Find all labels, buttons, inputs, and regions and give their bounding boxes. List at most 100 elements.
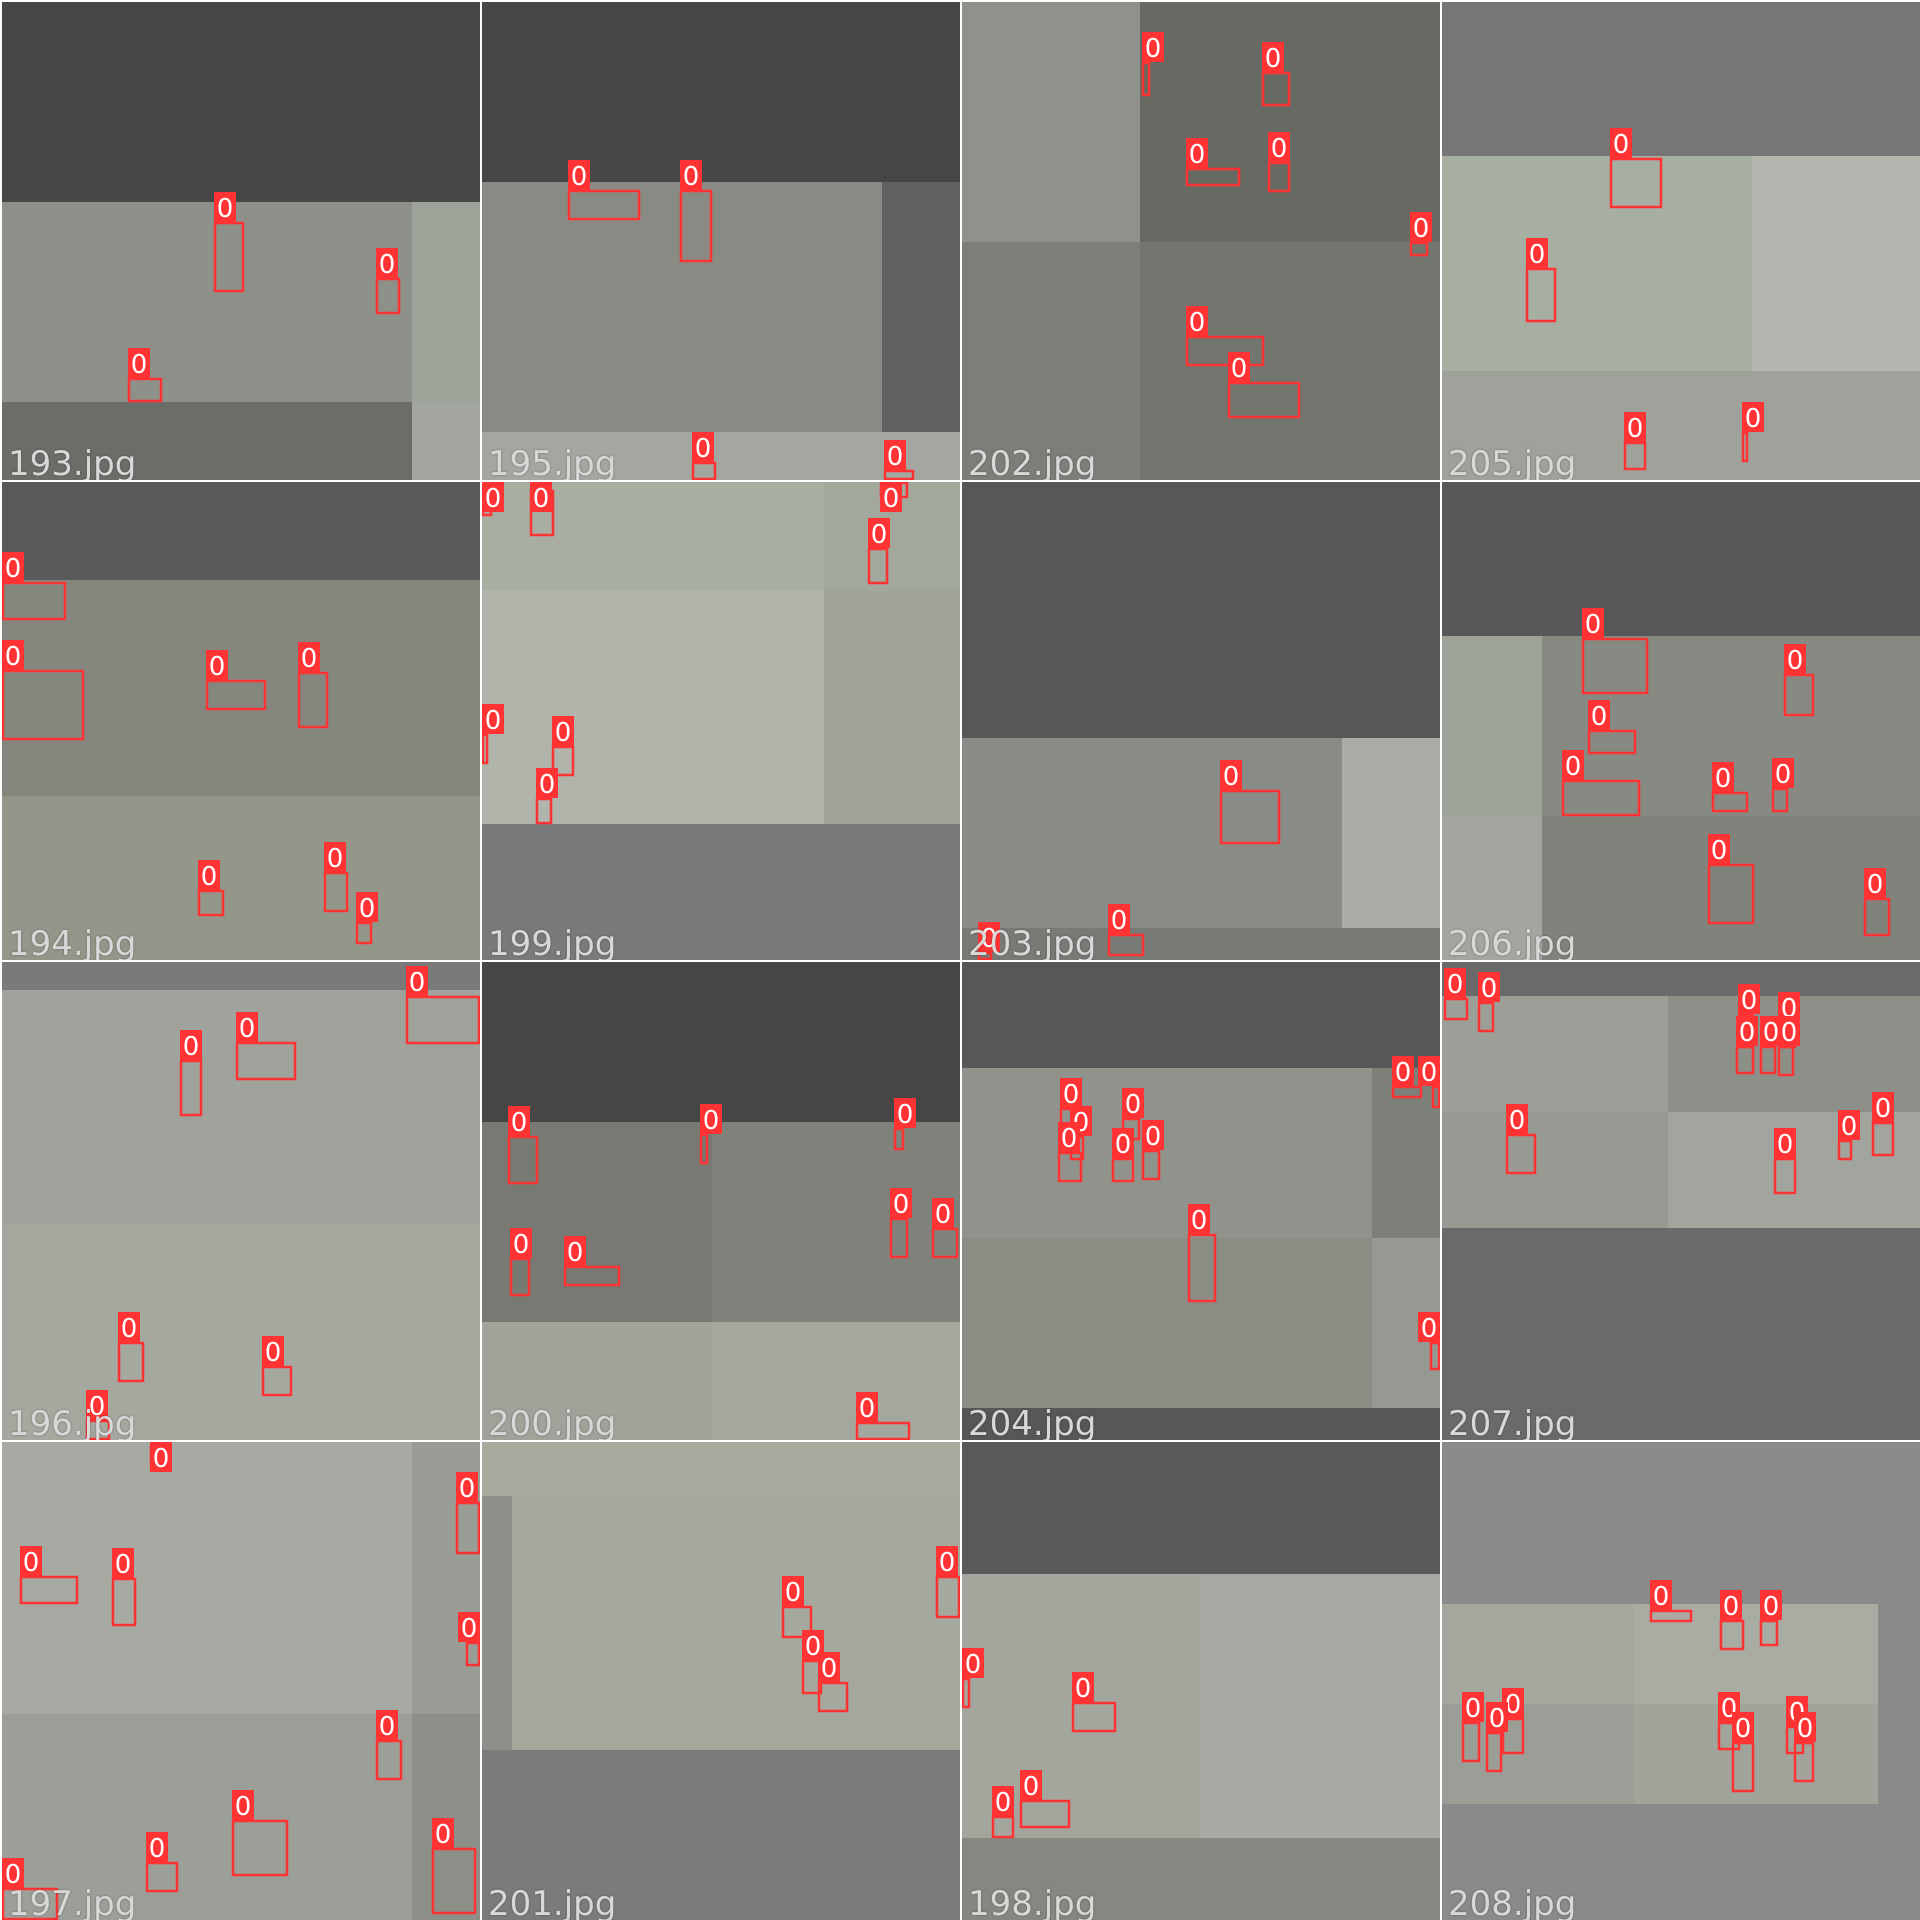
class-label: 0	[1529, 240, 1546, 270]
label-background	[1864, 868, 1886, 898]
photo-patch	[1140, 242, 1440, 480]
label-background	[1262, 42, 1284, 72]
class-label: 0	[183, 1032, 200, 1062]
box-outline	[145, 1861, 179, 1893]
class-label: 0	[1115, 1130, 1132, 1160]
class-label: 0	[1189, 140, 1206, 170]
class-label: 0	[893, 1190, 910, 1220]
box-outline	[1429, 1341, 1440, 1371]
class-label: 0	[1763, 1018, 1780, 1048]
tile-image: 0 0 0	[962, 482, 1440, 960]
detection-box: 0	[85, 1390, 111, 1440]
detection-box: 0	[1391, 1056, 1423, 1099]
label-background	[700, 1104, 722, 1134]
label-background	[1462, 1692, 1484, 1722]
detection-box: 0	[149, 1442, 172, 1474]
box-outline	[855, 1421, 911, 1440]
class-label: 0	[379, 250, 396, 280]
label-background	[1778, 1016, 1800, 1046]
box-outline	[127, 377, 163, 403]
detection-box: 0	[1505, 1104, 1537, 1175]
label-background	[568, 160, 590, 190]
label-background	[1562, 750, 1584, 780]
label-background	[962, 1648, 984, 1678]
photo-patch	[962, 2, 1140, 242]
photo-patch	[882, 182, 960, 432]
photo-patch	[824, 590, 960, 824]
class-label: 0	[1075, 1674, 1092, 1704]
class-label: 0	[1591, 702, 1608, 732]
label-background	[680, 160, 702, 190]
box-outline	[431, 1847, 477, 1915]
box-outline	[1623, 441, 1647, 471]
class-label: 0	[459, 1474, 476, 1504]
class-label: 0	[567, 1238, 584, 1268]
box-outline	[85, 1419, 111, 1440]
detection-box: 0	[2, 640, 85, 741]
class-label: 0	[23, 1548, 40, 1578]
class-label: 0	[1739, 1018, 1756, 1048]
tile-image: 0 0 0 0 0 0 0	[482, 482, 960, 960]
mosaic-tile: 0 0 0 0 0 0 0 0 0 0 0 207.jpg	[1442, 962, 1920, 1440]
box-outline	[1773, 1157, 1797, 1195]
box-outline	[1741, 431, 1749, 463]
mosaic-tile: 0 0 0 0 0 0 0 0 0 0 204.jpg	[962, 962, 1440, 1440]
box-outline	[1777, 1045, 1795, 1077]
photo-patch	[482, 1442, 960, 1496]
class-label: 0	[201, 862, 218, 892]
photo-patch	[1752, 156, 1920, 371]
label-background	[1526, 238, 1548, 268]
detection-box: 0	[1623, 412, 1647, 471]
detection-box: 0	[2, 1858, 59, 1920]
class-label: 0	[1145, 1122, 1162, 1152]
detection-box: 0	[375, 1710, 403, 1781]
label-background	[214, 192, 236, 222]
detection-box: 0	[1111, 1128, 1135, 1183]
class-label: 0	[935, 1200, 952, 1230]
class-label: 0	[1775, 760, 1792, 790]
class-label: 0	[1741, 986, 1758, 1016]
class-label: 0	[805, 1632, 822, 1662]
detection-box: 0	[1649, 1580, 1693, 1623]
photo-patch	[1442, 1604, 1634, 1704]
detection-box: 0	[2, 552, 67, 621]
label-background	[510, 1228, 532, 1258]
label-background	[458, 1612, 480, 1642]
label-background	[536, 768, 558, 798]
label-background	[884, 440, 906, 470]
box-outline	[455, 1501, 480, 1555]
box-outline	[817, 1681, 849, 1713]
label-background	[1418, 1312, 1440, 1342]
label-background	[1268, 132, 1290, 162]
box-outline	[482, 733, 489, 765]
box-outline	[1111, 1157, 1135, 1183]
label-background	[890, 1188, 912, 1218]
class-label: 0	[1509, 1106, 1526, 1136]
photo-patch	[1342, 738, 1440, 928]
box-outline	[1261, 71, 1291, 107]
box-outline	[231, 1819, 289, 1877]
detection-box: 0	[19, 1546, 79, 1605]
tile-image: 0 0 0 0 0 0	[2, 962, 480, 1440]
photo-patch	[962, 738, 1342, 928]
box-outline	[699, 1133, 709, 1165]
mosaic-tile: 0 0 0 0 0 0 0 0 206.jpg	[1442, 482, 1920, 960]
label-background	[236, 1012, 258, 1042]
class-label: 0	[1745, 404, 1762, 434]
detection-box: 0	[563, 1236, 621, 1287]
label-background	[1650, 1580, 1672, 1610]
label-background	[1582, 608, 1604, 638]
class-label: 0	[785, 1578, 802, 1608]
detection-box: 0	[482, 482, 504, 517]
label-background	[1112, 1128, 1134, 1158]
detection-box: 0	[1071, 1672, 1117, 1733]
box-outline	[1837, 1139, 1853, 1161]
detection-box: 0	[179, 1030, 203, 1117]
box-outline	[563, 1265, 621, 1287]
label-background	[1108, 904, 1130, 934]
label-background	[1610, 128, 1632, 158]
class-label: 0	[1777, 1130, 1794, 1160]
box-outline	[1719, 1619, 1745, 1651]
